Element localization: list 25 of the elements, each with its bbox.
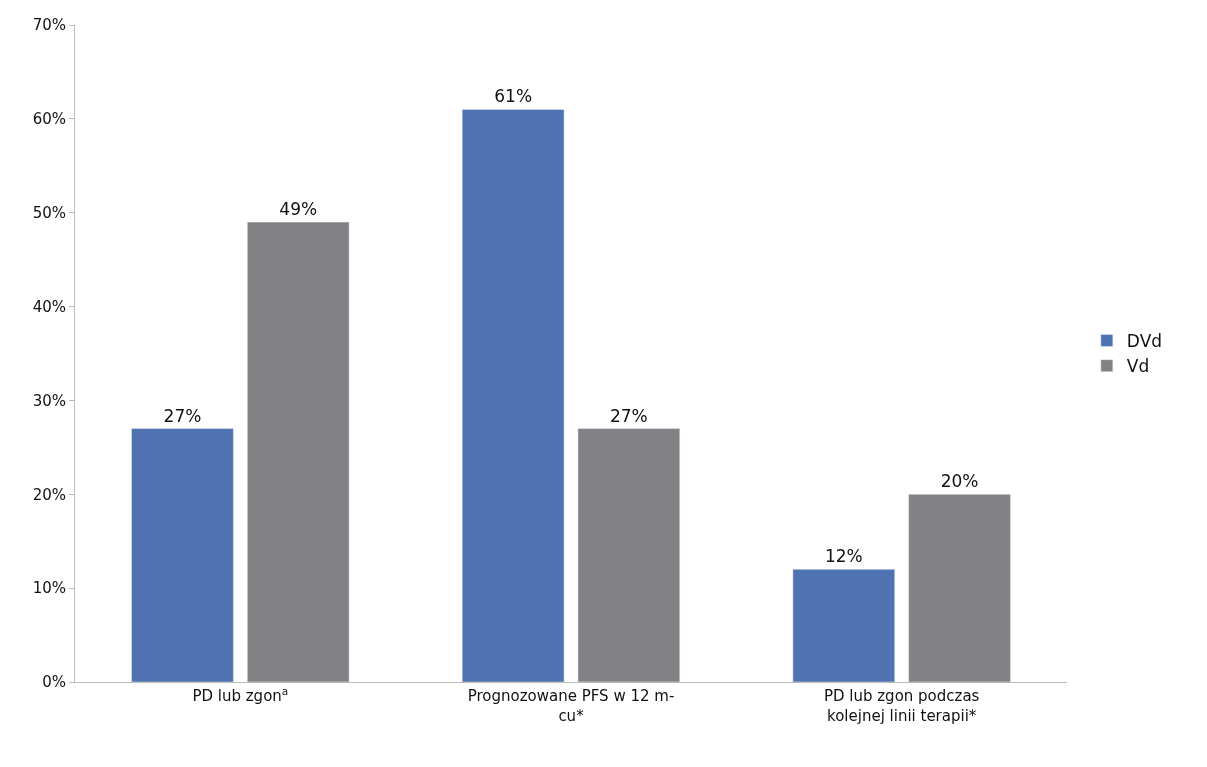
y-tick-label: 60% (32, 110, 66, 129)
y-tick-label: 10% (32, 579, 66, 598)
bar (461, 109, 565, 682)
y-tick-label: 30% (32, 391, 66, 410)
x-tick-label: PD lub zgon$^{a}$ (192, 684, 289, 705)
x-tick-label: PD lub zgon podczas kolejnej linii terapii* (823, 687, 980, 725)
data-label: 49% (279, 199, 318, 220)
data-label: 27% (609, 405, 648, 426)
y-tick-label: 40% (32, 297, 66, 316)
data-label: 61% (494, 86, 533, 107)
data-label: 27% (163, 405, 202, 426)
bar (577, 428, 681, 682)
legend-label: DVd (1126, 331, 1163, 352)
y-tick-label: 0% (42, 673, 66, 692)
bar (792, 569, 895, 682)
bar (247, 221, 350, 682)
data-label: 12% (824, 546, 863, 567)
y-tick-label: 70% (32, 16, 66, 35)
bar (131, 428, 234, 682)
y-tick-label: 20% (32, 485, 66, 504)
x-tick-label: Prognozowane PFS w 12 m- cu* (467, 687, 675, 725)
data-label: 20% (940, 471, 979, 492)
y-tick-label: 50% (32, 203, 66, 222)
legend-label: Vd (1126, 356, 1150, 377)
bar (908, 494, 1011, 682)
